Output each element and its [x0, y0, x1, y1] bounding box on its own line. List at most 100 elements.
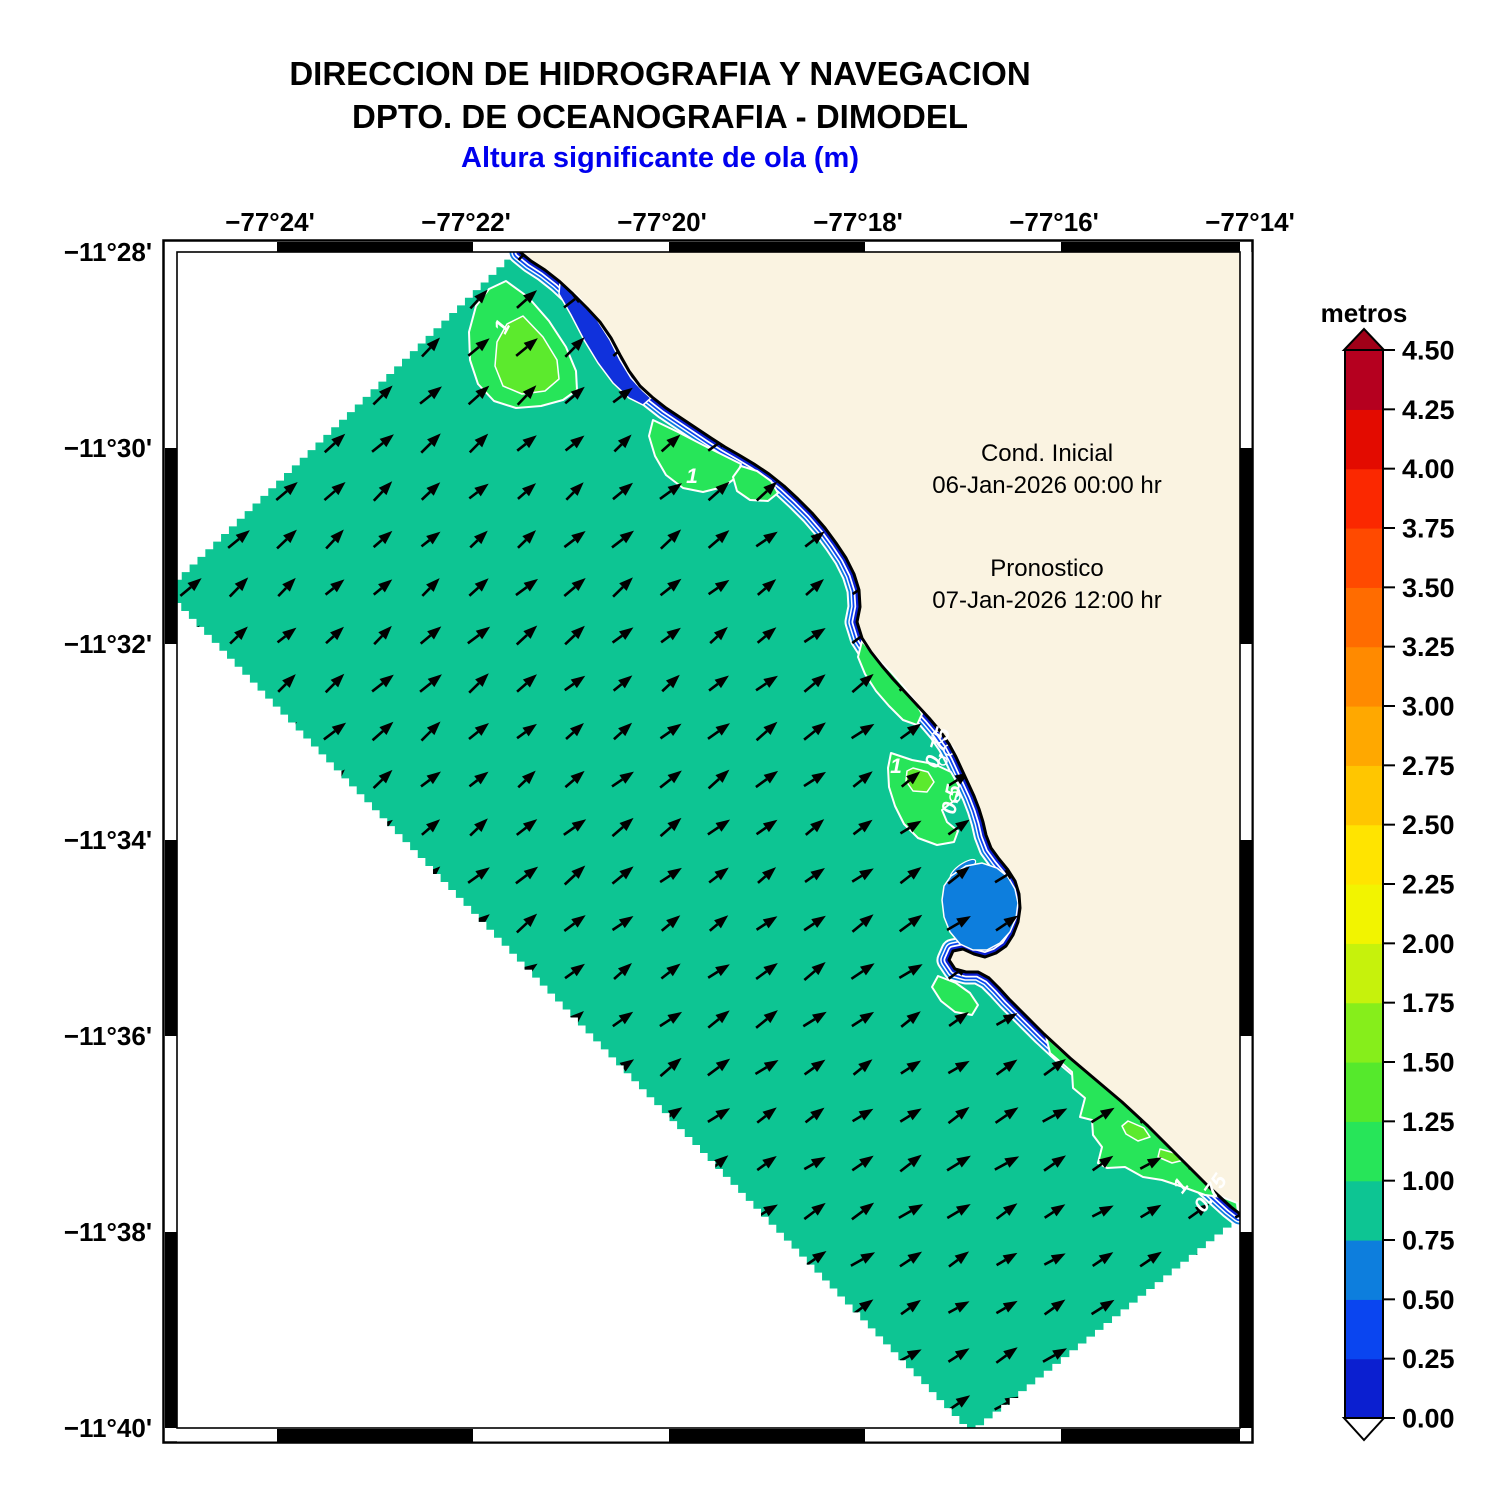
wave-arrow-head [571, 337, 585, 351]
wave-arrow-tail [467, 394, 480, 406]
wave-arrow-tail [227, 826, 240, 837]
wave-arrow-tail [276, 538, 288, 550]
y-tick-label: −11°32' [64, 629, 152, 659]
y-tick-label: −11°40' [64, 1413, 152, 1443]
wave-arrow-head [283, 529, 297, 544]
wave-arrow-tail [516, 394, 528, 406]
wave-arrow-tail [708, 923, 719, 932]
wave-arrow-tail [134, 923, 143, 932]
wave-arrow-tail [564, 443, 575, 452]
wave-arrow-tail [1042, 1401, 1056, 1411]
wave-arrow-head [474, 1299, 490, 1313]
wave-arrow-tail [419, 970, 432, 982]
wave-arrow-head [619, 771, 634, 784]
wave-arrow-tail [1091, 1402, 1104, 1412]
wave-arrow-tail [659, 1306, 672, 1316]
wave-arrow-head [186, 337, 201, 352]
wave-arrow-tail [133, 587, 143, 596]
wave-arrow-head [378, 579, 393, 593]
wave-arrow-head [330, 914, 344, 928]
wave-arrow-head [330, 385, 344, 400]
wave-arrow-head [812, 1011, 827, 1024]
wave-arrow-tail [517, 779, 527, 789]
wave-arrow-tail [228, 1114, 240, 1126]
wave-arrow-head [619, 1155, 635, 1168]
wave-arrow-tail [1091, 1258, 1103, 1268]
wave-arrow-tail [803, 778, 815, 788]
wave-arrow-tail [708, 682, 719, 692]
wave-arrow-tail [1137, 1305, 1152, 1315]
wave-arrow-tail [995, 1210, 1007, 1220]
wave-arrow-head [907, 1395, 922, 1408]
wave-arrow-head [234, 675, 249, 689]
wave-arrow-tail [420, 778, 431, 788]
wave-arrow-tail [469, 1355, 479, 1364]
wave-arrow-head [235, 770, 250, 784]
wave-arrow-head [234, 865, 249, 880]
wave-height-contour-patch-1.25m [494, 315, 560, 395]
wave-arrow-head [139, 338, 153, 351]
wave-arrow-tail [324, 1066, 336, 1078]
wave-arrow-tail [563, 826, 576, 836]
contour-label: 1 [890, 755, 902, 778]
wave-arrow-tail [180, 346, 192, 358]
wave-arrow-head [235, 530, 250, 544]
wave-arrow-tail [372, 827, 383, 836]
wave-arrow-tail [371, 682, 384, 693]
wave-arrow-head [618, 915, 634, 929]
wave-arrow-head [426, 290, 440, 305]
colorbar-tick-label: 0.75 [1402, 1226, 1455, 1256]
wave-arrow-tail [419, 1162, 431, 1172]
wave-arrow-tail [276, 1162, 287, 1172]
wave-arrow-tail [276, 635, 287, 644]
wave-arrow-head [954, 1251, 970, 1265]
wave-arrow-head [523, 913, 538, 927]
wave-arrow-head [140, 1395, 155, 1407]
wave-arrow-tail [228, 923, 239, 932]
wave-arrow-tail [373, 347, 383, 357]
wave-arrow-head [282, 867, 297, 881]
wave-arrow-tail [757, 875, 767, 884]
wave-arrow-head [427, 1299, 442, 1313]
wave-arrow-head [955, 1204, 971, 1216]
wave-arrow-tail [563, 1066, 575, 1076]
wave-arrow-tail [564, 346, 576, 358]
wave-arrow-tail [852, 827, 863, 836]
wave-arrow-head [234, 1009, 249, 1024]
colorbar-segment [1345, 1358, 1383, 1419]
wave-arrow-tail [324, 826, 335, 837]
colorbar-segment [1345, 350, 1383, 410]
wave-arrow-head [714, 579, 730, 593]
wave-arrow-tail [515, 1114, 528, 1124]
wave-arrow-tail [420, 442, 432, 454]
forecast-time: 07-Jan-2026 12:00 hr [932, 587, 1162, 614]
wave-arrow-tail [611, 1162, 624, 1172]
wave-arrow-head [283, 1298, 299, 1312]
wave-arrow-tail [707, 442, 720, 452]
wave-arrow-head [235, 1298, 250, 1312]
wave-arrow-head [378, 866, 392, 881]
wave-arrow-head [139, 1346, 153, 1359]
wave-arrow-head [331, 722, 347, 736]
wave-arrow-head [331, 433, 346, 448]
wave-arrow-head [330, 626, 344, 641]
wave-arrow-tail [228, 1402, 240, 1414]
wave-arrow-head [906, 820, 922, 833]
wave-arrow-tail [229, 395, 239, 404]
wave-arrow-head [716, 1348, 731, 1360]
wave-arrow-head [187, 1347, 203, 1360]
wave-arrow-tail [707, 1018, 720, 1029]
wave-arrow-head [1050, 1253, 1066, 1265]
wave-arrow-tail [946, 1210, 960, 1220]
wave-arrow-tail [325, 538, 336, 550]
wave-arrow-tail [323, 442, 336, 454]
wave-arrow-tail [179, 1113, 192, 1125]
wave-arrow-tail [995, 1258, 1007, 1267]
wave-arrow-tail [898, 970, 912, 980]
wave-arrow-tail [947, 874, 960, 885]
wave-arrow-head [282, 289, 296, 304]
wave-arrow-head [811, 674, 826, 688]
wave-arrow-head [475, 1251, 490, 1264]
wave-arrow-tail [180, 1306, 192, 1317]
